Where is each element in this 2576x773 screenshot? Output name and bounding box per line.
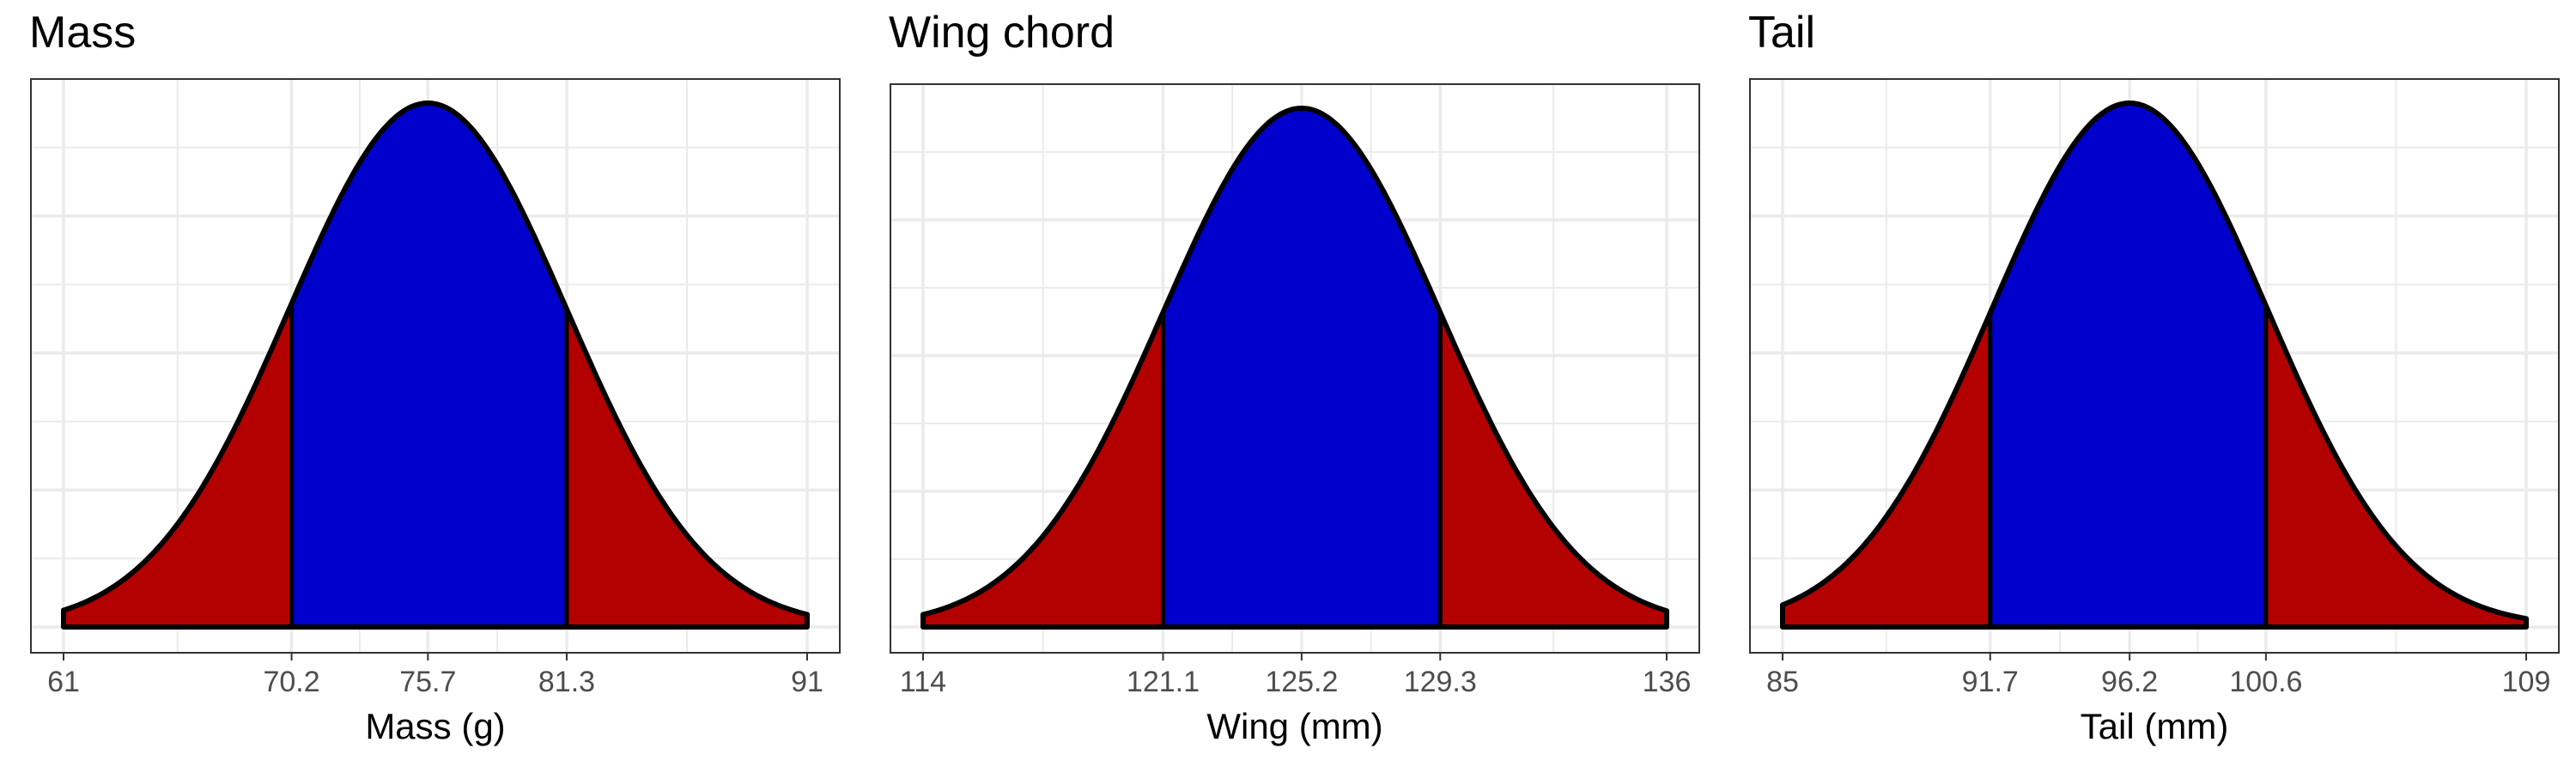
x-tick-label: 129.3 xyxy=(1404,666,1477,698)
x-tick-label: 136 xyxy=(1643,666,1692,698)
panel-title-wing-chord: Wing chord xyxy=(889,8,1115,58)
panel-border xyxy=(30,78,841,654)
x-tick-label: 91.7 xyxy=(1962,666,2019,698)
x-tick-label: 81.3 xyxy=(538,666,595,698)
panel-title-mass: Mass xyxy=(29,8,137,58)
x-axis-title: Wing (mm) xyxy=(1206,706,1382,746)
x-tick-label: 70.2 xyxy=(263,666,319,698)
chart-panel-3: 85 91.7 96.2 100.6 109 Tail (mm) xyxy=(1749,78,2560,746)
panel-border xyxy=(1749,78,2560,654)
x-tick-label: 125.2 xyxy=(1265,666,1338,698)
density-curve xyxy=(920,106,1669,630)
panel-title-tail: Tail xyxy=(1748,8,1816,58)
x-tick-label: 121.1 xyxy=(1127,666,1200,698)
chart-panel-2: 114 121.1 125.2 129.3 136 Wing (mm) xyxy=(890,83,1700,746)
x-tick-label: 61 xyxy=(47,666,80,698)
density-curve xyxy=(61,100,810,630)
x-tick-label: 75.7 xyxy=(399,666,456,698)
density-curve xyxy=(1780,100,2529,630)
x-axis-title: Tail (mm) xyxy=(2081,706,2229,746)
x-axis-title: Mass (g) xyxy=(365,706,505,746)
x-tick-label: 109 xyxy=(2502,666,2551,698)
x-tick-label: 91 xyxy=(791,666,823,698)
x-tick-label: 96.2 xyxy=(2101,666,2158,698)
x-tick-label: 85 xyxy=(1766,666,1799,698)
chart-panel-1: 61 70.2 75.7 81.3 91 Mass (g) xyxy=(30,78,841,746)
x-tick-label: 100.6 xyxy=(2229,666,2302,698)
panel-border xyxy=(890,83,1700,654)
x-tick-label: 114 xyxy=(900,666,946,698)
